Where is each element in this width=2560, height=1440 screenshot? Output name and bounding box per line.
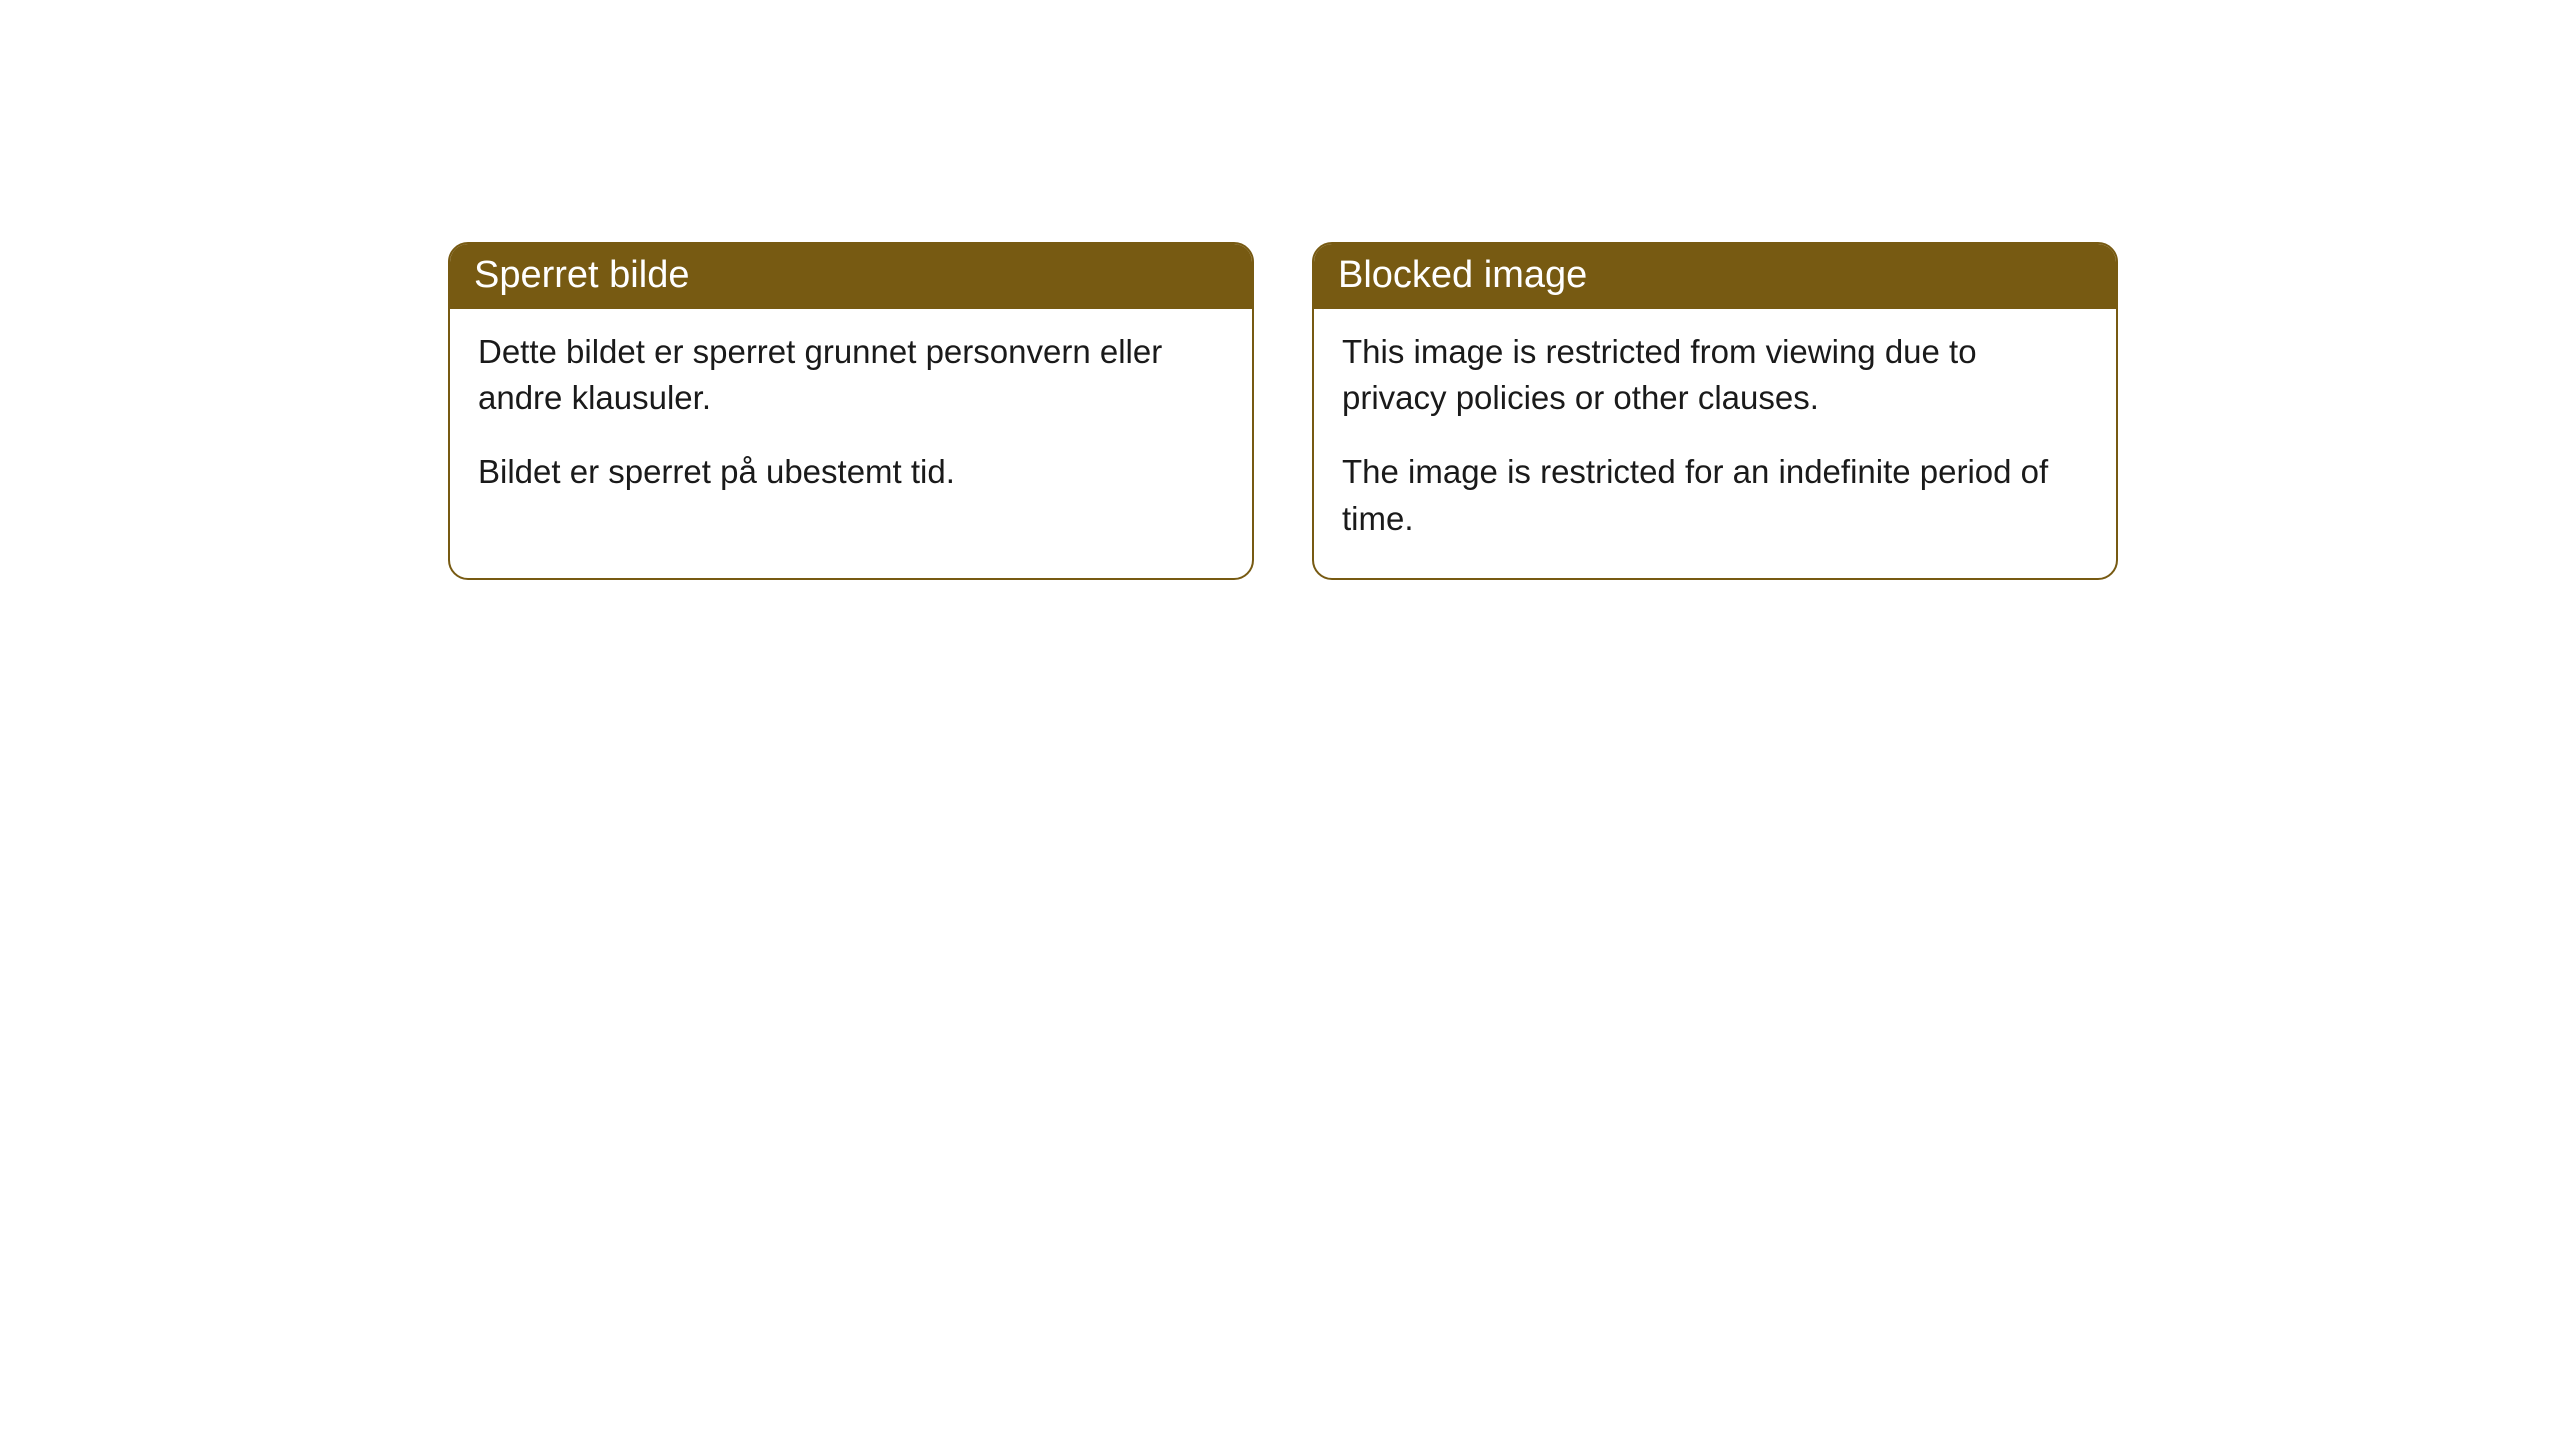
card-body-english: This image is restricted from viewing du… bbox=[1314, 309, 2116, 578]
card-paragraph-1-english: This image is restricted from viewing du… bbox=[1342, 329, 2088, 421]
card-paragraph-1-norwegian: Dette bildet er sperret grunnet personve… bbox=[478, 329, 1224, 421]
card-paragraph-2-norwegian: Bildet er sperret på ubestemt tid. bbox=[478, 449, 1224, 495]
notice-cards-container: Sperret bilde Dette bildet er sperret gr… bbox=[448, 242, 2118, 580]
card-paragraph-2-english: The image is restricted for an indefinit… bbox=[1342, 449, 2088, 541]
card-header-english: Blocked image bbox=[1314, 244, 2116, 309]
blocked-image-card-norwegian: Sperret bilde Dette bildet er sperret gr… bbox=[448, 242, 1254, 580]
card-body-norwegian: Dette bildet er sperret grunnet personve… bbox=[450, 309, 1252, 532]
blocked-image-card-english: Blocked image This image is restricted f… bbox=[1312, 242, 2118, 580]
card-header-norwegian: Sperret bilde bbox=[450, 244, 1252, 309]
